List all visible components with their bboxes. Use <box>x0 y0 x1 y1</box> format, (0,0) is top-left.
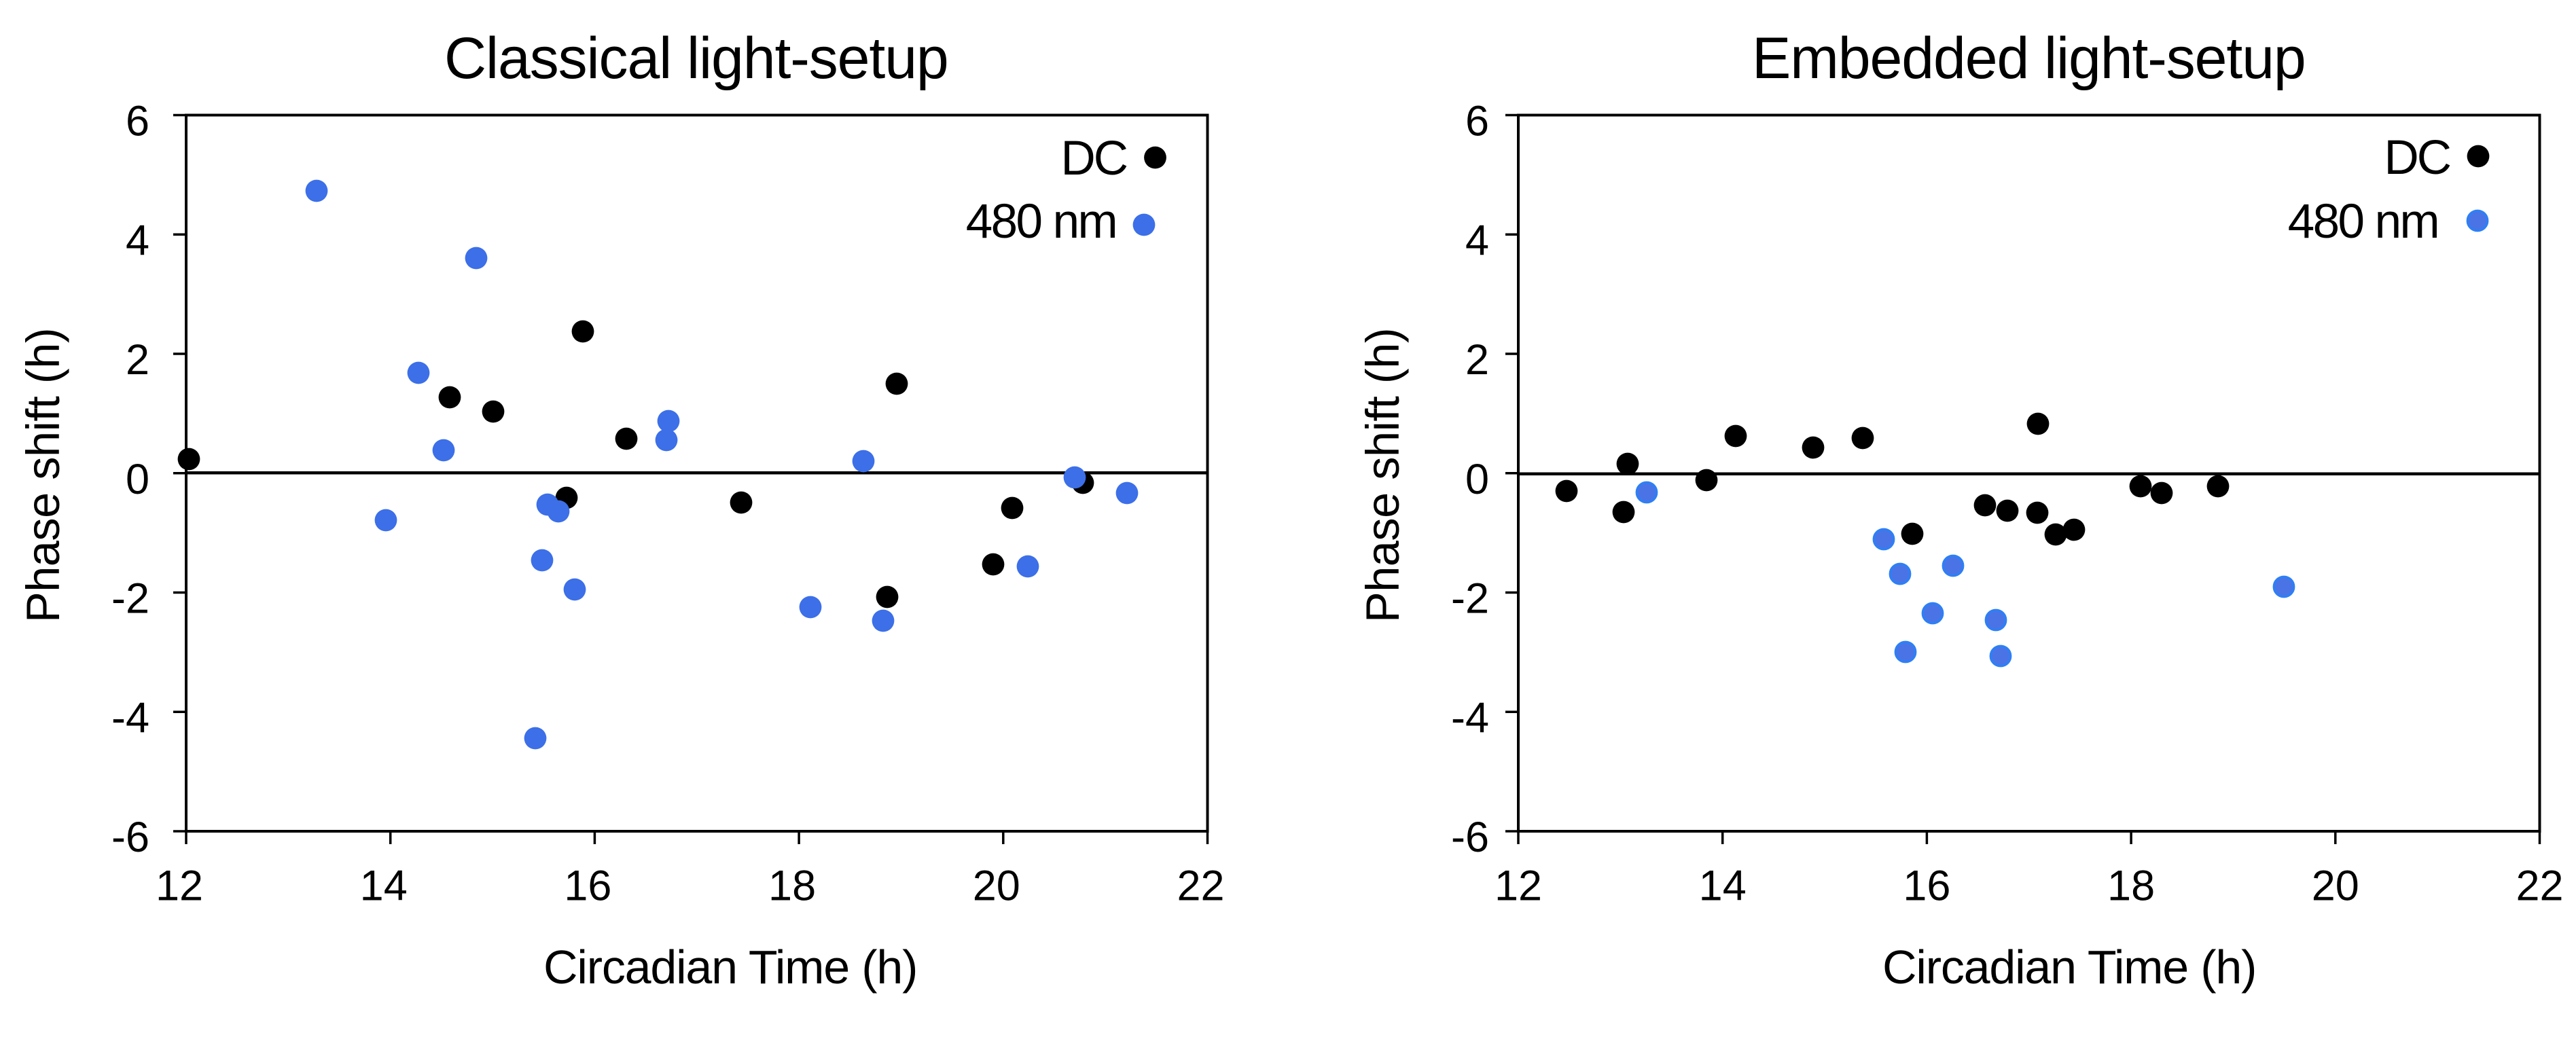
svg-text:6: 6 <box>126 98 149 145</box>
svg-text:Phase shift (h): Phase shift (h) <box>1357 328 1409 623</box>
svg-text:4: 4 <box>1465 217 1489 264</box>
svg-text:480 nm: 480 nm <box>2288 195 2438 249</box>
svg-text:DC: DC <box>2384 131 2450 185</box>
svg-text:22: 22 <box>1177 862 1224 910</box>
svg-text:0: 0 <box>126 456 149 503</box>
svg-text:-4: -4 <box>111 694 149 742</box>
svg-text:14: 14 <box>360 862 408 910</box>
svg-text:2: 2 <box>126 336 149 384</box>
svg-text:-2: -2 <box>111 575 149 623</box>
svg-text:4: 4 <box>126 217 149 264</box>
svg-text:Circadian Time (h): Circadian Time (h) <box>1882 941 2256 994</box>
svg-text:16: 16 <box>564 862 611 910</box>
svg-text:20: 20 <box>973 862 1020 910</box>
svg-text:DC: DC <box>1060 132 1126 185</box>
svg-text:18: 18 <box>768 862 816 910</box>
svg-text:6: 6 <box>1465 98 1489 145</box>
svg-text:12: 12 <box>156 862 203 910</box>
svg-text:18: 18 <box>2107 862 2155 910</box>
svg-text:-6: -6 <box>111 814 149 861</box>
svg-text:Phase shift (h): Phase shift (h) <box>17 328 69 623</box>
svg-text:12: 12 <box>1495 862 1542 910</box>
svg-text:Embedded light-setup: Embedded light-setup <box>1752 26 2306 91</box>
svg-text:22: 22 <box>2516 862 2563 910</box>
svg-text:16: 16 <box>1903 862 1950 910</box>
svg-text:Classical light-setup: Classical light-setup <box>444 26 948 91</box>
svg-text:Circadian Time (h): Circadian Time (h) <box>543 941 917 994</box>
svg-text:-4: -4 <box>1451 694 1489 742</box>
svg-text:-6: -6 <box>1451 814 1489 861</box>
svg-text:2: 2 <box>1465 336 1489 384</box>
svg-text:-2: -2 <box>1451 575 1489 623</box>
svg-text:480 nm: 480 nm <box>966 195 1116 249</box>
svg-text:20: 20 <box>2312 862 2359 910</box>
svg-text:0: 0 <box>1465 456 1489 503</box>
svg-text:14: 14 <box>1699 862 1747 910</box>
